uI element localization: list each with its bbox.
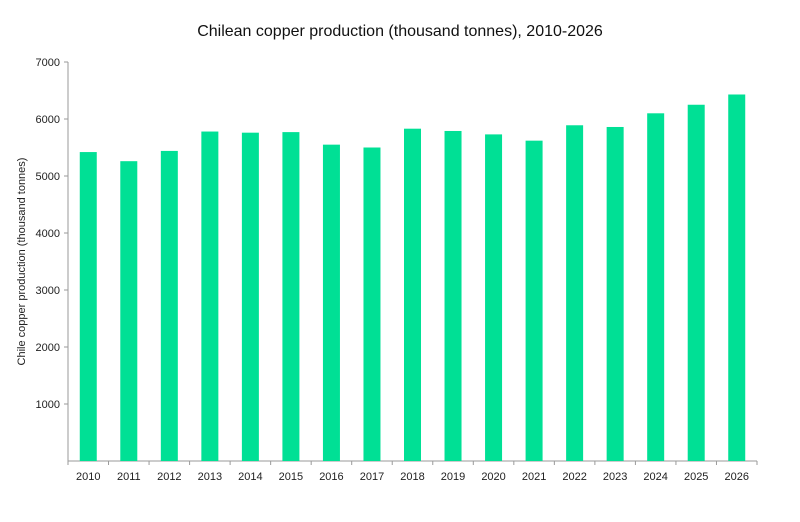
bar [120,161,138,461]
bar [444,130,462,461]
y-tick-label: 3000 [36,285,60,297]
x-tick-label: 2025 [684,471,708,483]
chart-title: Chilean copper production (thousand tonn… [197,23,603,40]
bar [241,132,259,461]
x-tick-label: 2016 [319,471,343,483]
x-tick-label: 2011 [117,471,141,483]
x-tick-label: 2019 [441,471,465,483]
y-tick-label: 1000 [36,399,60,411]
bar [728,94,746,462]
x-tick-label: 2022 [562,471,586,483]
plot-area: 1000 2000 3000 4000 5000 6000 7000 2010 2011 2012… [36,57,758,483]
x-tick-label: 2023 [603,471,627,483]
bar [687,104,705,461]
x-tick-label: 2015 [279,471,303,483]
x-tick-label: 2020 [481,471,505,483]
bar [647,113,665,462]
bar [322,144,340,461]
x-tick-label: 2021 [522,471,546,483]
bar [566,125,584,462]
bar [363,147,381,461]
bar [201,131,219,462]
bar [404,128,421,461]
x-tick-label: 2012 [157,471,181,483]
y-axis-label: Chile copper production (thousand tonnes… [16,158,28,366]
x-tick-label: 2014 [238,471,262,483]
y-tick-label: 7000 [36,57,60,69]
y-tick-label: 4000 [36,228,60,240]
bar [485,134,503,461]
y-tick-label: 6000 [36,114,60,126]
bar [606,126,624,461]
x-tick-label: 2024 [643,471,667,483]
y-tick-label: 2000 [36,342,60,354]
x-tick-label: 2018 [400,471,424,483]
bar [79,152,97,461]
bar [282,132,300,462]
x-tick-label: 2013 [198,471,222,483]
y-tick-label: 5000 [36,171,60,183]
x-tick-label: 2017 [360,471,384,483]
x-tick-label: 2010 [76,471,100,483]
bar [525,140,543,461]
x-tick-label: 2026 [724,471,748,483]
bar [160,150,178,462]
